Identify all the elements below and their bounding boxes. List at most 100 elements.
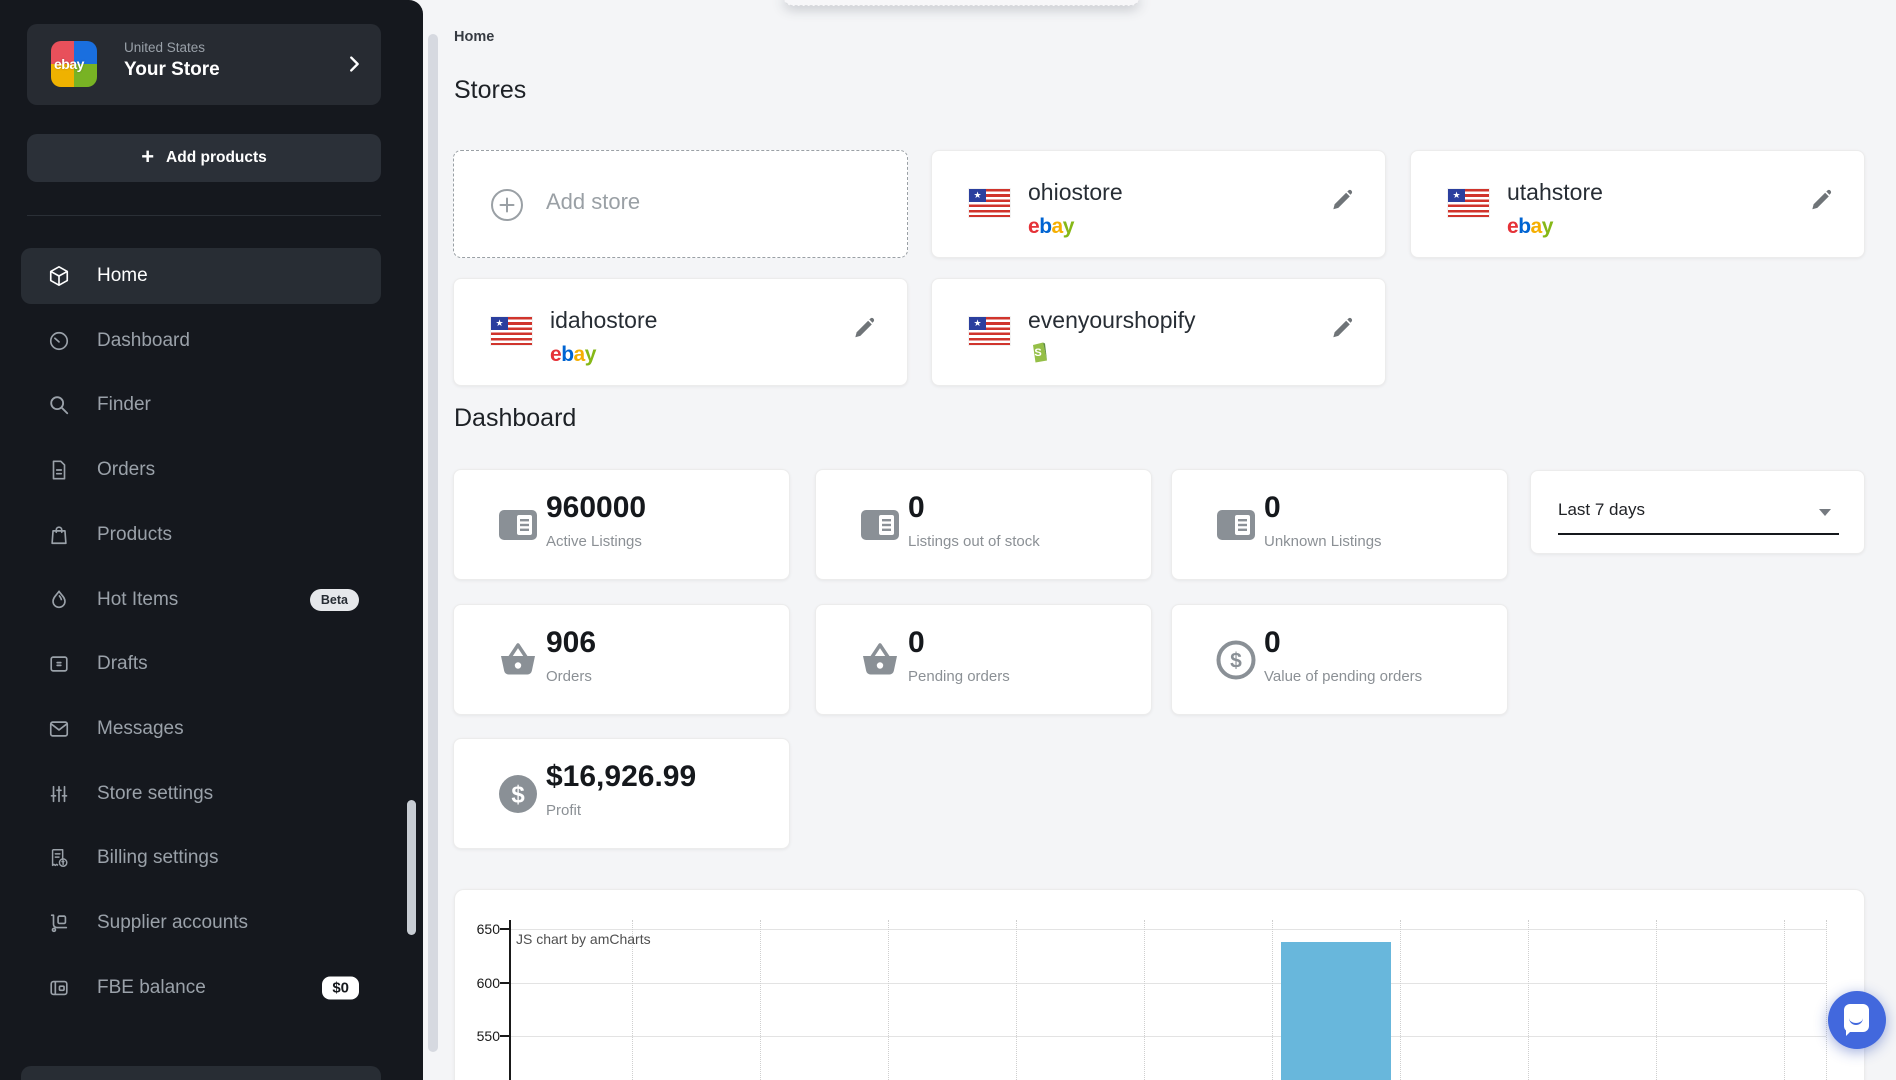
store-country: United States xyxy=(124,40,206,55)
orders-document-icon xyxy=(48,459,70,481)
store-name: Your Store xyxy=(124,59,220,80)
stat-card-unknown-listings: 0 Unknown Listings xyxy=(1171,469,1508,580)
period-select-card: Last 7 days xyxy=(1530,470,1865,554)
sidebar-item-products[interactable]: Products xyxy=(21,507,381,563)
sidebar-item-store-settings[interactable]: Store settings xyxy=(21,766,381,822)
y-tick-600: 600 xyxy=(476,975,500,991)
sidebar-item-fbe-balance[interactable]: FBE balance $0 xyxy=(21,960,381,1016)
add-store-card[interactable]: Add store xyxy=(453,150,908,258)
orders-chart-card xyxy=(454,889,1865,1080)
us-flag-icon: ★ xyxy=(1448,189,1489,217)
us-flag-icon: ★ xyxy=(969,317,1010,345)
page-scrollbar-thumb[interactable] xyxy=(428,34,438,1052)
dashboard-section-title: Dashboard xyxy=(454,404,577,432)
sidebar-item-finder[interactable]: Finder xyxy=(21,377,381,433)
stat-card-pending-value: $ 0 Value of pending orders xyxy=(1171,604,1508,715)
chat-bubble-icon xyxy=(1844,1004,1869,1036)
plus-icon: + xyxy=(141,144,155,169)
period-select[interactable]: Last 7 days xyxy=(1558,500,1645,519)
select-underline xyxy=(1558,533,1839,535)
sidebar-item-messages[interactable]: Messages xyxy=(21,701,381,757)
gridline-650 xyxy=(511,929,1826,930)
sliders-icon xyxy=(48,783,70,805)
sidebar-scrollbar-thumb[interactable] xyxy=(407,800,416,935)
basket-icon xyxy=(859,639,901,681)
store-switcher[interactable]: ebay United States Your Store xyxy=(27,24,381,105)
fbe-balance-badge: $0 xyxy=(322,976,359,1000)
amcharts-watermark[interactable]: JS chart by amCharts xyxy=(516,931,651,947)
breadcrumb[interactable]: Home xyxy=(454,29,495,45)
chevron-right-icon xyxy=(343,53,365,75)
gridline-600 xyxy=(511,983,1826,984)
sidebar-item-home[interactable]: Home xyxy=(21,248,381,304)
dollar-circle-icon: $ xyxy=(1215,639,1257,681)
supplier-cart-icon xyxy=(48,912,70,934)
y-axis-tick xyxy=(500,982,509,984)
wallet-icon xyxy=(48,977,70,999)
y-tick-550: 550 xyxy=(476,1028,500,1044)
ebay-app-icon: ebay xyxy=(51,41,97,87)
vertical-gridline xyxy=(888,920,889,1080)
sidebar-item-supplier-accounts[interactable]: Supplier accounts xyxy=(21,895,381,951)
vertical-gridline xyxy=(1272,920,1273,1080)
ebay-logo: ebay xyxy=(550,343,596,366)
vertical-gridline xyxy=(1400,920,1401,1080)
cutoff-element-shadow xyxy=(783,0,1140,6)
dashboard-gauge-icon xyxy=(48,330,70,352)
edit-pencil-icon[interactable] xyxy=(851,315,877,341)
listings-icon xyxy=(1215,504,1257,546)
y-axis-tick xyxy=(500,928,509,930)
edit-pencil-icon[interactable] xyxy=(1329,187,1355,213)
vertical-gridline xyxy=(1144,920,1145,1080)
sidebar-item-drafts[interactable]: Drafts xyxy=(21,636,381,692)
basket-icon xyxy=(497,639,539,681)
stat-card-pending-orders: 0 Pending orders xyxy=(815,604,1152,715)
store-card-utahstore[interactable]: ★ utahstore ebay xyxy=(1410,150,1865,258)
store-card-idahostore[interactable]: ★ idahostore ebay xyxy=(453,278,908,386)
vertical-gridline xyxy=(1016,920,1017,1080)
billing-receipt-icon xyxy=(48,847,70,869)
listings-icon xyxy=(497,504,539,546)
sidebar-item-orders[interactable]: Orders xyxy=(21,442,381,498)
stat-card-active-listings: 960000 Active Listings xyxy=(453,469,790,580)
chat-launcher-button[interactable] xyxy=(1828,991,1886,1049)
stores-section-title: Stores xyxy=(454,76,527,104)
stat-card-orders: 906 Orders xyxy=(453,604,790,715)
vertical-gridline xyxy=(1784,920,1785,1080)
ebay-logo: ebay xyxy=(1028,215,1074,238)
plus-circle-icon xyxy=(490,188,524,222)
chart-bar[interactable] xyxy=(1281,941,1391,1080)
sidebar-divider xyxy=(27,215,381,216)
search-icon xyxy=(48,394,70,416)
vertical-gridline xyxy=(632,920,633,1080)
svg-text:S: S xyxy=(1034,347,1041,359)
drafts-card-icon xyxy=(48,653,70,675)
edit-pencil-icon[interactable] xyxy=(1329,315,1355,341)
vertical-gridline xyxy=(1528,920,1529,1080)
add-products-button[interactable]: + Add products xyxy=(27,134,381,182)
ebay-logo: ebay xyxy=(1507,215,1553,238)
sidebar-item-dashboard[interactable]: Dashboard xyxy=(21,313,381,369)
svg-text:$: $ xyxy=(511,782,525,809)
svg-text:$: $ xyxy=(1230,650,1242,673)
beta-badge: Beta xyxy=(309,589,359,611)
sidebar-item-hot-items[interactable]: Hot Items Beta xyxy=(21,572,381,628)
sidebar-item-partial[interactable] xyxy=(21,1066,381,1080)
store-card-ohiostore[interactable]: ★ ohiostore ebay xyxy=(931,150,1386,258)
us-flag-icon: ★ xyxy=(491,317,532,345)
y-axis-line xyxy=(509,920,511,1080)
stat-card-out-of-stock: 0 Listings out of stock xyxy=(815,469,1152,580)
plot-right-edge xyxy=(1826,920,1827,1080)
shopify-logo: S xyxy=(1028,339,1051,364)
chevron-down-icon[interactable] xyxy=(1819,509,1831,516)
listings-icon xyxy=(859,504,901,546)
vertical-gridline xyxy=(760,920,761,1080)
edit-pencil-icon[interactable] xyxy=(1808,187,1834,213)
sidebar-item-billing-settings[interactable]: Billing settings xyxy=(21,830,381,886)
gridline-550 xyxy=(511,1036,1826,1037)
products-bag-icon xyxy=(48,524,70,546)
stat-card-profit: $ $16,926.99 Profit xyxy=(453,738,790,849)
envelope-icon xyxy=(48,718,70,740)
store-card-evenyourshopify[interactable]: ★ evenyourshopify S xyxy=(931,278,1386,386)
sidebar: ebay United States Your Store + Add prod… xyxy=(0,0,423,1080)
